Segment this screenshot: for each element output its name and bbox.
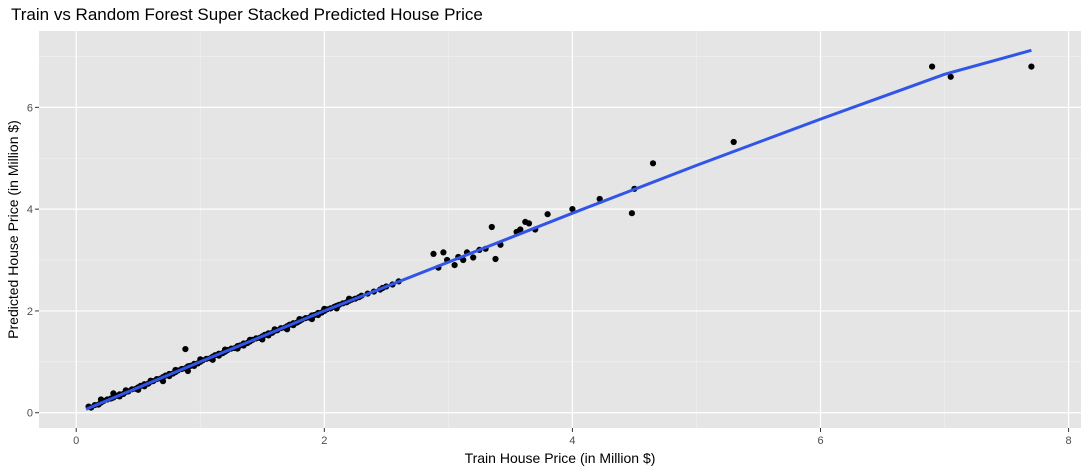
data-point <box>730 138 737 146</box>
x-tick-label: 0 <box>73 435 79 447</box>
data-point <box>182 346 189 353</box>
data-point <box>110 390 117 397</box>
data-point <box>440 249 447 256</box>
data-point <box>451 262 458 269</box>
data-point <box>569 206 576 213</box>
data-point <box>929 63 936 70</box>
data-point <box>525 220 533 227</box>
data-point <box>1028 63 1035 70</box>
y-axis-title: Predicted House Price (in Million $) <box>5 120 21 339</box>
y-tick-label: 4 <box>27 204 33 216</box>
x-tick-label: 2 <box>321 435 327 447</box>
data-point <box>159 378 167 385</box>
x-tick-label: 8 <box>1066 435 1072 447</box>
data-point <box>492 255 499 263</box>
data-point <box>947 73 954 80</box>
data-point <box>628 210 636 217</box>
chart-title: Train vs Random Forest Super Stacked Pre… <box>11 5 483 24</box>
y-axis-ticks: 0 2 4 6 <box>27 102 39 420</box>
x-axis-title: Train House Price (in Million $) <box>465 450 656 466</box>
y-tick-label: 2 <box>27 306 33 318</box>
y-tick-label: 6 <box>27 102 33 114</box>
x-tick-label: 4 <box>569 435 575 447</box>
x-tick-label: 6 <box>817 435 823 447</box>
data-point <box>544 211 551 218</box>
y-tick-label: 0 <box>27 408 33 420</box>
grid-major-lines <box>39 31 1081 428</box>
fit-line <box>85 48 1032 411</box>
data-point <box>184 367 191 375</box>
x-axis-ticks: 0 2 4 6 8 <box>73 428 1072 447</box>
data-point <box>517 226 524 233</box>
data-point <box>488 223 495 231</box>
data-point <box>470 254 477 261</box>
data-point <box>649 160 657 167</box>
data-point <box>430 250 437 257</box>
grid-minor-lines <box>39 31 1081 428</box>
